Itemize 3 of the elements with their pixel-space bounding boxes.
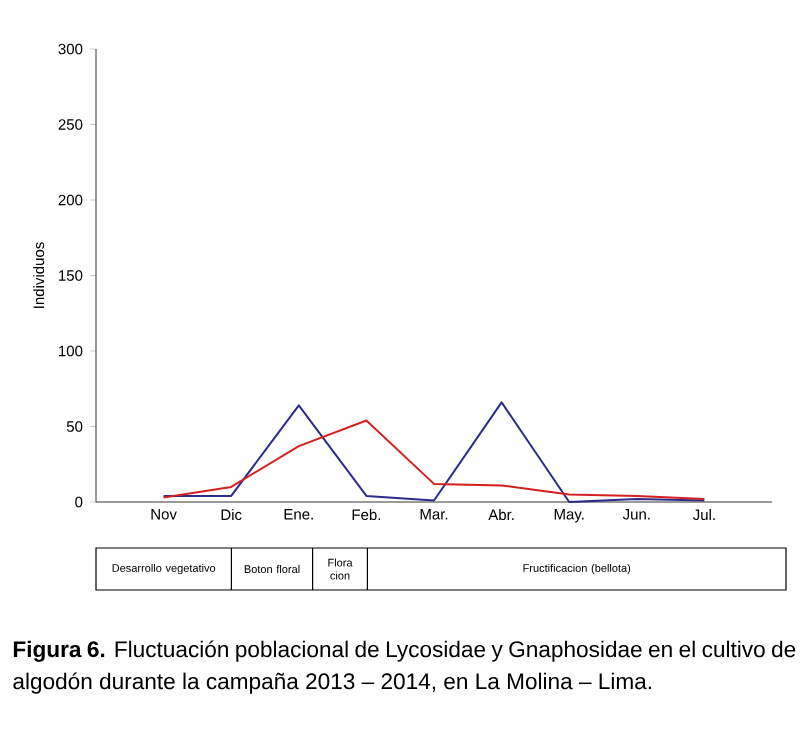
line-series [162,419,706,500]
line-series [162,401,706,503]
text: Figura 6. Fluctuación poblacional de Lycosidae y Gnaphosidae en el cultivo de algodón durante la campaña 2013 – 2014, en La Molina – Lima. [13,640,796,694]
